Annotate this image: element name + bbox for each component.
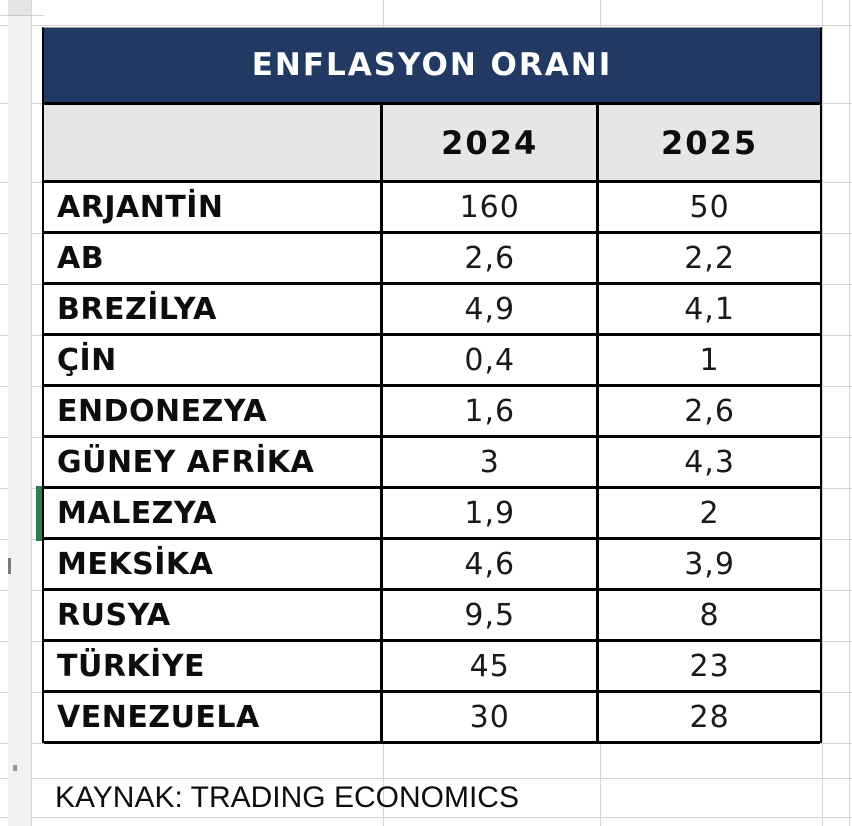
value-cell-2024[interactable]: 1,9 xyxy=(383,489,600,540)
country-header-cell[interactable] xyxy=(44,105,384,183)
value-cell-2025[interactable]: 2 xyxy=(599,489,820,540)
value-cell-2025[interactable]: 2,6 xyxy=(599,387,820,438)
value-cell-2024[interactable]: 0,4 xyxy=(383,336,600,387)
country-cell[interactable]: MEKSİKA xyxy=(44,540,384,591)
value-cell-2025[interactable]: 1 xyxy=(599,336,820,387)
country-cell[interactable]: GÜNEY AFRİKA xyxy=(44,438,384,489)
value-cell-2025[interactable]: 8 xyxy=(599,591,820,642)
table-row: MALEZYA 1,9 2 xyxy=(44,489,820,540)
table-row: BREZİLYA 4,9 4,1 xyxy=(44,285,820,336)
table-body: ARJANTİN 160 50 AB 2,6 2,2 BREZİLYA 4,9 … xyxy=(44,183,820,744)
country-cell[interactable]: VENEZUELA xyxy=(44,693,384,744)
table-row: GÜNEY AFRİKA 3 4,3 xyxy=(44,438,820,489)
value-cell-2024[interactable]: 30 xyxy=(383,693,600,744)
table-row: MEKSİKA 4,6 3,9 xyxy=(44,540,820,591)
value-cell-2024[interactable]: 45 xyxy=(383,642,600,693)
table-title-cell[interactable]: ENFLASYON ORANI xyxy=(44,28,820,105)
table-row: ÇİN 0,4 1 xyxy=(44,336,820,387)
year-header-2024[interactable]: 2024 xyxy=(383,105,600,183)
value-cell-2024[interactable]: 3 xyxy=(383,438,600,489)
country-cell[interactable]: ENDONEZYA xyxy=(44,387,384,438)
value-cell-2025[interactable]: 50 xyxy=(599,183,820,234)
inflation-table: ENFLASYON ORANI 2024 2025 ARJANTİN 160 5… xyxy=(42,27,822,744)
source-note: KAYNAK: TRADING ECONOMICS xyxy=(55,781,519,814)
value-cell-2025[interactable]: 23 xyxy=(599,642,820,693)
value-cell-2024[interactable]: 2,6 xyxy=(383,234,600,285)
active-cell-indicator xyxy=(36,486,43,541)
clipped-row-label-mark xyxy=(13,765,17,771)
left-margin-column xyxy=(8,0,31,826)
table-row: RUSYA 9,5 8 xyxy=(44,591,820,642)
country-cell[interactable]: AB xyxy=(44,234,384,285)
table-row: AB 2,6 2,2 xyxy=(44,234,820,285)
value-cell-2025[interactable]: 4,1 xyxy=(599,285,820,336)
country-cell[interactable]: BREZİLYA xyxy=(44,285,384,336)
year-header-2025[interactable]: 2025 xyxy=(599,105,820,183)
clipped-row-label-mark xyxy=(8,558,11,574)
country-cell[interactable]: ARJANTİN xyxy=(44,183,384,234)
table-title: ENFLASYON ORANI xyxy=(251,47,613,83)
country-cell[interactable]: MALEZYA xyxy=(44,489,384,540)
year-header-row: 2024 2025 xyxy=(44,105,820,183)
country-cell[interactable]: ÇİN xyxy=(44,336,384,387)
table-row: ARJANTİN 160 50 xyxy=(44,183,820,234)
value-cell-2024[interactable]: 160 xyxy=(383,183,600,234)
value-cell-2025[interactable]: 3,9 xyxy=(599,540,820,591)
value-cell-2025[interactable]: 28 xyxy=(599,693,820,744)
value-cell-2024[interactable]: 4,6 xyxy=(383,540,600,591)
value-cell-2025[interactable]: 4,3 xyxy=(599,438,820,489)
year-header-2025-label: 2025 xyxy=(661,123,759,162)
year-header-2024-label: 2024 xyxy=(441,123,539,162)
table-row: VENEZUELA 30 28 xyxy=(44,693,820,744)
value-cell-2025[interactable]: 2,2 xyxy=(599,234,820,285)
value-cell-2024[interactable]: 9,5 xyxy=(383,591,600,642)
country-cell[interactable]: TÜRKİYE xyxy=(44,642,384,693)
country-cell[interactable]: RUSYA xyxy=(44,591,384,642)
source-cell[interactable]: KAYNAK: TRADING ECONOMICS xyxy=(55,779,755,817)
table-row: TÜRKİYE 45 23 xyxy=(44,642,820,693)
value-cell-2024[interactable]: 1,6 xyxy=(383,387,600,438)
left-margin-header-cell xyxy=(8,0,31,16)
table-row: ENDONEZYA 1,6 2,6 xyxy=(44,387,820,438)
value-cell-2024[interactable]: 4,9 xyxy=(383,285,600,336)
